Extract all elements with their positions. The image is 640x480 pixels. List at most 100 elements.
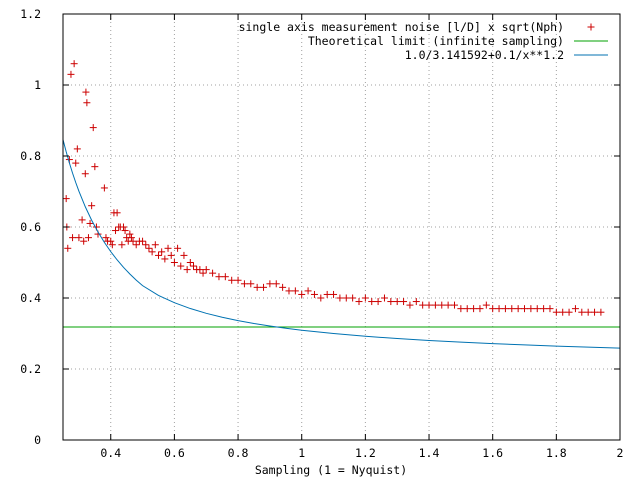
data-point — [174, 244, 182, 252]
x-tick-label: 1.4 — [419, 446, 440, 460]
data-point — [406, 301, 414, 309]
axis-ticks: 0.4 0.6 0.8 1 1.2 1.4 1.6 1.8 2 0 0.2 0.4 0.6 0.8 1 1.2 — [20, 7, 623, 460]
data-point — [80, 237, 88, 245]
data-point — [86, 219, 94, 227]
data-point — [393, 298, 401, 306]
data-point — [368, 298, 376, 306]
data-point — [84, 234, 92, 242]
data-point — [514, 305, 522, 313]
y-tick-label: 0.6 — [20, 220, 41, 234]
data-point — [81, 170, 89, 178]
data-point — [70, 60, 78, 68]
data-point — [355, 298, 363, 306]
data-point — [158, 248, 166, 256]
y-tick-label: 0 — [34, 433, 41, 447]
data-point — [463, 305, 471, 313]
data-point — [501, 305, 509, 313]
data-point — [119, 223, 127, 231]
data-point — [584, 308, 592, 316]
data-point — [82, 88, 90, 96]
data-point — [285, 287, 293, 295]
data-point — [495, 305, 503, 313]
legend-label: Theoretical limit (infinite sampling) — [308, 34, 564, 48]
data-point — [126, 230, 134, 238]
data-point — [180, 251, 188, 259]
data-point — [129, 237, 137, 245]
data-point — [508, 305, 516, 313]
data-point — [215, 273, 223, 281]
data-point — [67, 70, 75, 78]
data-point — [349, 294, 357, 302]
data-point — [431, 301, 439, 309]
x-tick-label: 0.4 — [100, 446, 121, 460]
data-point — [186, 259, 194, 266]
data-point — [387, 298, 395, 306]
series-line — [63, 139, 620, 349]
data-point — [89, 124, 97, 132]
data-point — [470, 305, 478, 313]
data-point — [112, 227, 120, 235]
legend-label: single axis measurement noise [l/D] x sq… — [239, 20, 564, 34]
data-point — [323, 290, 331, 298]
data-point — [183, 266, 191, 274]
plot-frame — [62, 13, 621, 441]
y-tick-label: 0.8 — [20, 149, 41, 163]
data-point — [72, 159, 80, 167]
data-point — [317, 294, 325, 302]
data-point — [63, 195, 70, 203]
data-point — [457, 305, 465, 313]
series — [63, 139, 620, 349]
data-point — [177, 262, 185, 270]
data-point — [161, 255, 169, 263]
data-point — [107, 237, 115, 245]
data-point — [304, 287, 312, 295]
data-point — [540, 305, 548, 313]
x-axis-label: Sampling (1 = Nyquist) — [255, 463, 407, 477]
data-point — [489, 305, 497, 313]
data-point — [199, 269, 207, 277]
data-point — [298, 290, 306, 298]
data-point — [228, 276, 236, 284]
data-point — [121, 227, 129, 235]
data-point — [450, 301, 458, 309]
data-point — [118, 241, 126, 249]
data-point — [127, 234, 135, 242]
data-point — [253, 283, 261, 291]
data-point — [170, 259, 178, 266]
data-point — [380, 294, 388, 302]
x-tick-label: 2 — [617, 446, 624, 460]
data-point — [164, 244, 172, 252]
data-point — [482, 301, 490, 309]
data-point — [400, 298, 408, 306]
legend-label: 1.0/3.141592+0.1/x**1.2 — [405, 48, 564, 62]
data-point — [69, 234, 77, 242]
data-point — [73, 145, 81, 153]
x-tick-label: 1 — [298, 446, 305, 460]
data-point — [438, 301, 446, 309]
data-point — [100, 184, 108, 192]
data-point — [240, 280, 248, 288]
data-point — [565, 308, 573, 316]
data-point — [196, 266, 204, 274]
data-point — [533, 305, 541, 313]
series-layer — [63, 60, 620, 349]
data-point — [361, 294, 369, 302]
data-point — [139, 237, 147, 245]
data-point — [260, 283, 268, 291]
data-point — [221, 273, 229, 281]
data-point — [527, 305, 535, 313]
data-point — [91, 163, 99, 171]
grid — [63, 14, 620, 440]
data-point — [591, 308, 599, 316]
data-point — [75, 234, 83, 242]
x-tick-label: 0.6 — [164, 446, 185, 460]
x-tick-label: 1.8 — [546, 446, 567, 460]
y-tick-label: 1.2 — [20, 7, 41, 21]
data-point — [108, 241, 116, 249]
data-point — [272, 280, 280, 288]
x-tick-label: 1.6 — [482, 446, 503, 460]
data-point — [552, 308, 560, 316]
legend-marker — [587, 23, 595, 31]
data-point — [546, 305, 554, 313]
data-point — [209, 269, 217, 277]
